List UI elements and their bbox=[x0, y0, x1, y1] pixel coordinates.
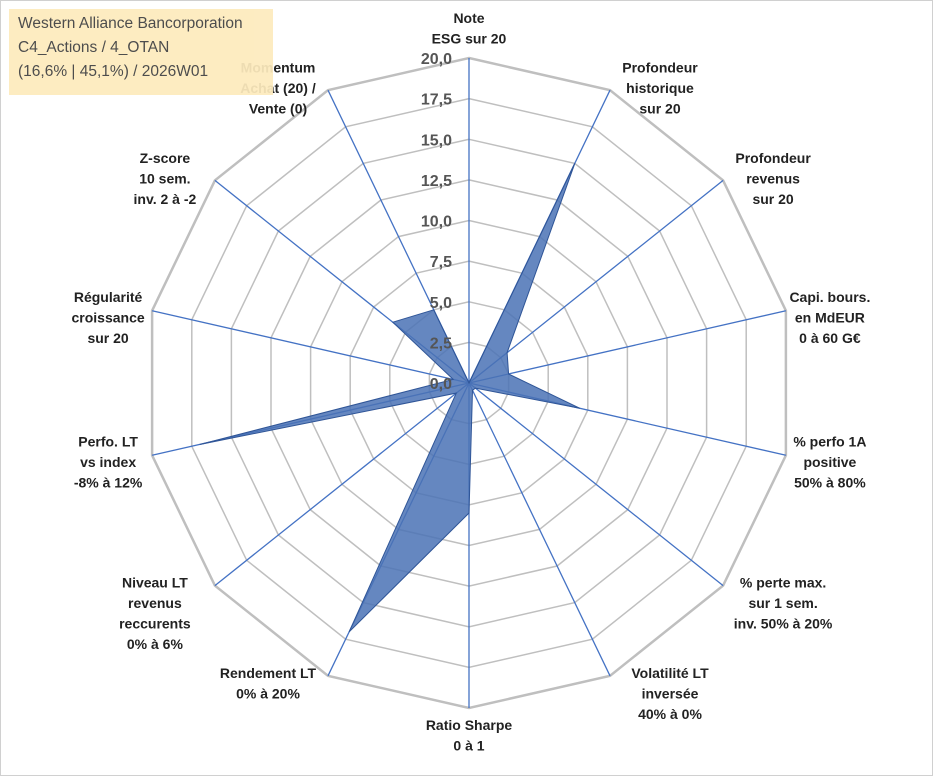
axis-label-line: sur 1 sem. bbox=[748, 595, 817, 611]
axis-label: Profondeur revenus sur 20 bbox=[735, 150, 811, 207]
tick-label: 17,5 bbox=[421, 92, 452, 109]
axis-label-line: Capi. bours. bbox=[789, 289, 870, 305]
axis-label-line: Note bbox=[453, 10, 484, 26]
tick-label: 7,5 bbox=[430, 254, 452, 271]
axis-label-line: Régularité bbox=[74, 289, 143, 305]
tick-label: 20,0 bbox=[421, 51, 452, 68]
series-area bbox=[199, 163, 581, 633]
axis-label-line: Z-score bbox=[140, 150, 191, 166]
axis-label-line: positive bbox=[803, 454, 856, 470]
axis-label: Régularité croissance sur 20 bbox=[72, 289, 145, 346]
axis-line bbox=[468, 382, 724, 587]
stats-label: (16,6% | 45,1%) / 2026W01 bbox=[18, 63, 209, 80]
axis-label-line: reccurents bbox=[119, 616, 191, 632]
axis-label: Note ESG sur 20 bbox=[432, 10, 507, 47]
data-series bbox=[199, 163, 581, 633]
axis-label-line: -8% à 12% bbox=[74, 475, 143, 491]
axis-line bbox=[214, 382, 470, 587]
axis-label-line: vs index bbox=[80, 454, 136, 470]
axis-label-line: 10 sem. bbox=[139, 170, 190, 186]
axis-label: Perfo. LT vs index -8% à 12% bbox=[74, 434, 143, 491]
axis-label: Profondeur historique sur 20 bbox=[622, 60, 698, 117]
axis-label: Z-score 10 sem. inv. 2 à -2 bbox=[134, 150, 197, 207]
axis-label-line: Rendement LT bbox=[220, 665, 317, 681]
tick-label: 10,0 bbox=[421, 214, 452, 231]
axis-label-line: Profondeur bbox=[735, 150, 811, 166]
category-label: C4_Actions / 4_OTAN bbox=[18, 39, 170, 56]
axis-label-line: % perte max. bbox=[740, 575, 826, 591]
axis-label-line: revenus bbox=[746, 170, 800, 186]
axis-label-line: sur 20 bbox=[87, 330, 128, 346]
axis-label-line: historique bbox=[626, 80, 694, 96]
axis-label-line: Vente (0) bbox=[249, 101, 307, 117]
axis-label-line: 0 à 60 G€ bbox=[799, 330, 861, 346]
axis-label-line: inversée bbox=[642, 685, 699, 701]
axis-label-line: Volatilité LT bbox=[631, 665, 709, 681]
info-box: Western Alliance Bancorporation C4_Actio… bbox=[9, 9, 273, 95]
axis-label: Rendement LT 0% à 20% bbox=[220, 665, 317, 702]
axis-label-line: revenus bbox=[128, 595, 182, 611]
axis-label-line: % perfo 1A bbox=[793, 434, 866, 450]
tick-label: 15,0 bbox=[421, 132, 452, 149]
axis-label: Capi. bours. en MdEUR 0 à 60 G€ bbox=[789, 289, 870, 346]
axis-label-line: en MdEUR bbox=[795, 309, 865, 325]
axis-label-line: 0% à 6% bbox=[127, 636, 184, 652]
axis-label-line: Profondeur bbox=[622, 60, 698, 76]
axis-label-line: 40% à 0% bbox=[638, 706, 702, 722]
axis-label-line: inv. 2 à -2 bbox=[134, 191, 197, 207]
axis-label-line: 50% à 80% bbox=[794, 475, 866, 491]
axis-label: % perte max. sur 1 sem. inv. 50% à 20% bbox=[734, 575, 833, 632]
tick-label: 0,0 bbox=[430, 376, 452, 393]
axis-label: Ratio Sharpe 0 à 1 bbox=[426, 717, 513, 754]
company-name: Western Alliance Bancorporation bbox=[18, 15, 243, 32]
axis-label-line: Ratio Sharpe bbox=[426, 717, 513, 733]
axis-labels: Note ESG sur 20 Profondeur historique sur 20… bbox=[72, 10, 871, 754]
axis-label-line: 0 à 1 bbox=[453, 738, 484, 754]
axis-label-line: 0% à 20% bbox=[236, 685, 300, 701]
axis-label-line: ESG sur 20 bbox=[432, 31, 507, 47]
axis-label: Niveau LT revenus reccurents 0% à 6% bbox=[119, 575, 191, 653]
axis-label: % perfo 1A positive 50% à 80% bbox=[793, 434, 866, 491]
axis-line bbox=[151, 310, 470, 384]
axis-label-line: sur 20 bbox=[639, 101, 680, 117]
axis-line bbox=[468, 382, 611, 677]
axis-label: Volatilité LT inversée 40% à 0% bbox=[631, 665, 709, 722]
axis-label-line: Perfo. LT bbox=[78, 434, 138, 450]
axis-label-line: Niveau LT bbox=[122, 575, 188, 591]
tick-label: 2,5 bbox=[430, 335, 452, 352]
axis-label-line: croissance bbox=[72, 309, 145, 325]
axis-label-line: sur 20 bbox=[752, 191, 793, 207]
axis-line bbox=[468, 179, 724, 384]
axis-line bbox=[468, 310, 787, 384]
tick-label: 12,5 bbox=[421, 173, 452, 190]
axis-label-line: inv. 50% à 20% bbox=[734, 616, 833, 632]
tick-label: 5,0 bbox=[430, 295, 452, 312]
tick-labels: 0,0 2,5 5,0 7,5 10,0 12,5 15,0 17,5 20,0 bbox=[421, 51, 452, 393]
